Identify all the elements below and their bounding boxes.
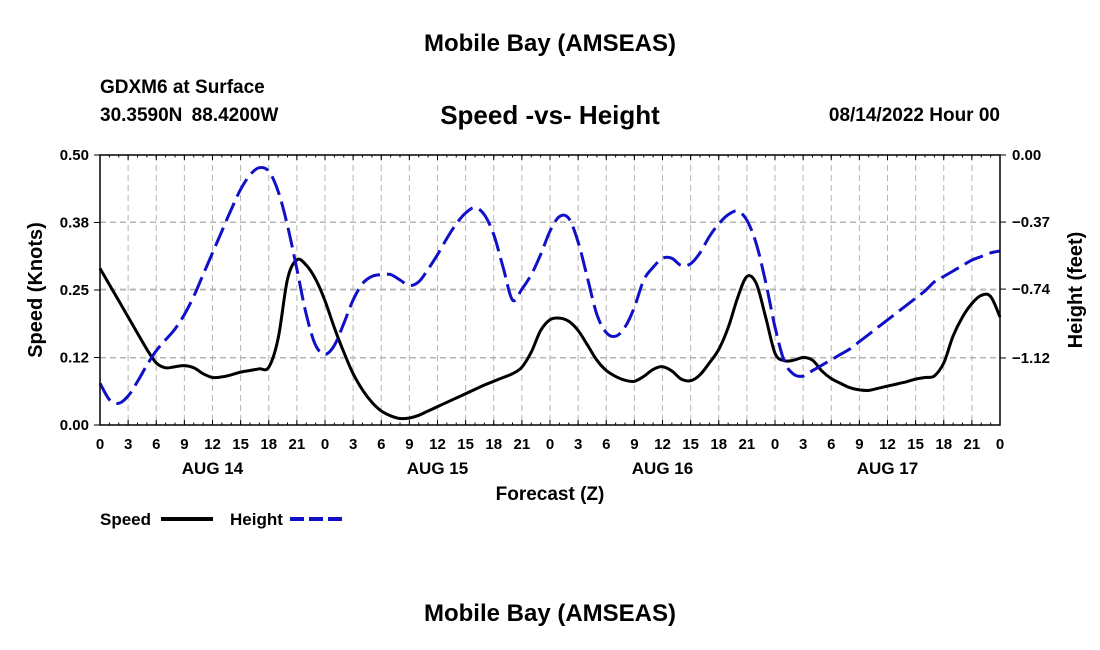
x-tick-label: 0	[321, 436, 329, 453]
x-tick-label: 21	[514, 436, 531, 453]
x-tick-label: 18	[935, 436, 952, 453]
x-tick-label: 15	[682, 436, 699, 453]
x-tick-label: 6	[377, 436, 385, 453]
legend-speed-label: Speed	[100, 510, 151, 529]
series-line-height	[98, 165, 1001, 405]
y2-tick-label: −1.12	[1012, 350, 1050, 367]
legend-height-label: Height	[230, 510, 283, 529]
series-line-speed	[98, 257, 1002, 421]
x-tick-label: 9	[405, 436, 413, 453]
x-tick-label: 12	[654, 436, 671, 453]
grid	[100, 155, 1000, 425]
y2-tick-label: 0.00	[1012, 147, 1041, 164]
y2-tick-label: −0.74	[1012, 281, 1051, 298]
x-tick-label: 18	[485, 436, 502, 453]
y2-axis-label: Height (feet)	[1065, 232, 1087, 349]
x-tick-label: 21	[739, 436, 756, 453]
date-label: AUG 14	[182, 459, 244, 478]
y-tick-label: 0.00	[60, 417, 89, 434]
station-coordinates: 30.3590N 88.4200W	[100, 105, 279, 126]
legend: Speed Height	[100, 510, 342, 529]
date-label: AUG 16	[632, 459, 693, 478]
date-label: AUG 17	[857, 459, 918, 478]
x-tick-label: 12	[429, 436, 446, 453]
x-tick-label: 12	[204, 436, 221, 453]
x-tick-label: 0	[771, 436, 779, 453]
x-tick-label: 3	[574, 436, 582, 453]
x-tick-label: 6	[602, 436, 610, 453]
y-tick-label: 0.38	[60, 215, 89, 232]
x-tick-label: 9	[855, 436, 863, 453]
x-tick-label: 6	[827, 436, 835, 453]
x-tick-label: 0	[996, 436, 1004, 453]
x-tick-label: 3	[799, 436, 807, 453]
bottom-title: Mobile Bay (AMSEAS)	[423, 600, 677, 627]
x-tick-label: 18	[260, 436, 277, 453]
y-tick-label: 0.25	[60, 282, 89, 299]
x-tick-label: 0	[546, 436, 554, 453]
axes: 0 3 6 9 12 15 18 21 0 3 6 9 12 15 18 21 0 3 6 9 12 15 18 21 0 3 6 9…	[60, 147, 1051, 478]
chart-title: Speed -vs- Height	[440, 100, 660, 130]
x-tick-label: 0	[96, 436, 104, 453]
y-axis-label: Speed (Knots)	[25, 222, 47, 358]
x-tick-label: 15	[907, 436, 924, 453]
x-tick-label: 21	[289, 436, 306, 453]
y-tick-label: 0.50	[60, 147, 89, 164]
y2-tick-label: −0.37	[1012, 214, 1050, 231]
series-layer	[98, 165, 1002, 421]
x-tick-label: 21	[964, 436, 981, 453]
x-tick-label: 6	[152, 436, 160, 453]
x-tick-label: 15	[232, 436, 249, 453]
x-tick-label: 12	[879, 436, 896, 453]
x-tick-label: 9	[630, 436, 638, 453]
forecast-run-time: 08/14/2022 Hour 00	[828, 105, 1000, 126]
x-tick-label: 15	[457, 436, 474, 453]
page-title: Mobile Bay (AMSEAS)	[423, 30, 677, 57]
x-tick-label: 3	[124, 436, 132, 453]
y-tick-label: 0.12	[60, 350, 89, 367]
x-tick-label: 9	[180, 436, 188, 453]
station-label: GDXM6 at Surface	[100, 77, 265, 98]
x-tick-label: 3	[349, 436, 357, 453]
x-axis-label: Forecast (Z)	[496, 484, 605, 505]
date-label: AUG 15	[407, 459, 468, 478]
x-tick-label: 18	[710, 436, 727, 453]
